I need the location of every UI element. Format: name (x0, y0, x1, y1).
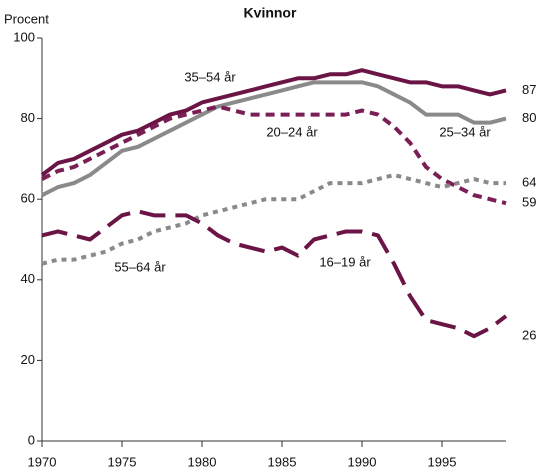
series-line (41, 104, 507, 206)
y-tick-label: 60 (21, 191, 35, 206)
y-tick-label: 20 (21, 352, 35, 367)
y-tick-label: 40 (21, 271, 35, 286)
x-tick-label: 1995 (428, 454, 457, 469)
y-tick-label: 100 (13, 29, 35, 44)
x-tick-label: 1975 (108, 454, 137, 469)
x-tick-label: 1980 (188, 454, 217, 469)
y-tick-label: 0 (28, 432, 35, 447)
series-label: 55–64 år (114, 259, 166, 274)
series-line (41, 80, 507, 197)
end-label: 80 (522, 110, 536, 125)
y-tick-label: 80 (21, 110, 35, 125)
series-label: 16–19 år (319, 254, 371, 269)
end-label: 64 (522, 175, 536, 190)
end-label: 59 (522, 195, 536, 210)
series-line (41, 209, 508, 339)
x-tick-label: 1970 (28, 454, 57, 469)
series-label: 25–34 år (439, 124, 491, 139)
end-label: 87 (522, 82, 536, 97)
chart-title: Kvinnor (244, 5, 297, 21)
end-label: 26 (522, 328, 536, 343)
y-axis-label: Procent (4, 11, 49, 26)
series-label: 20–24 år (266, 124, 318, 139)
series-line (40, 68, 507, 177)
series-label: 35–54 år (184, 69, 236, 84)
series-line (41, 173, 506, 266)
x-tick-label: 1985 (268, 454, 297, 469)
x-tick-label: 1990 (348, 454, 377, 469)
